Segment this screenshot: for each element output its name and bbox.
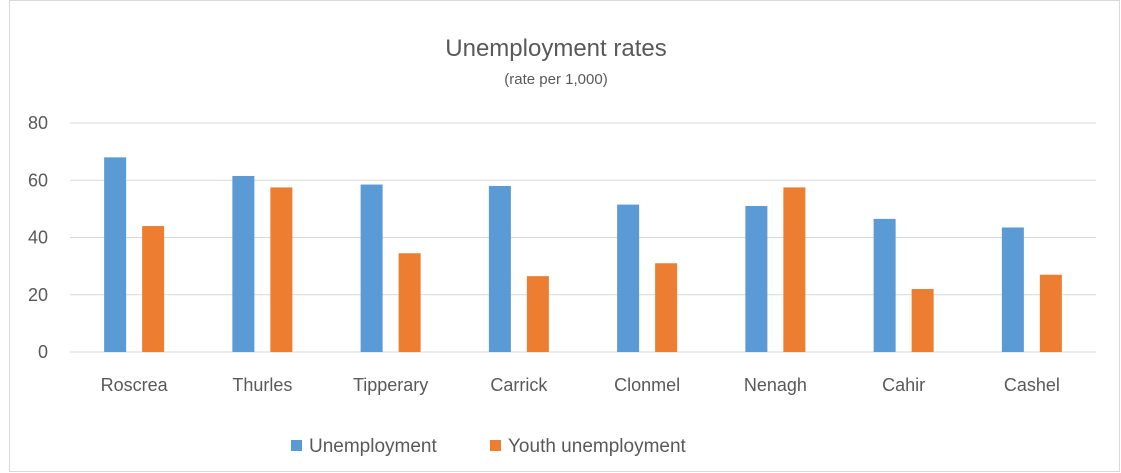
chart-subtitle: (rate per 1,000) bbox=[504, 71, 607, 88]
y-tick-label: 0 bbox=[38, 342, 48, 362]
chart-frame bbox=[9, 0, 1120, 472]
bar-unemployment bbox=[1001, 227, 1024, 352]
bar-unemployment bbox=[104, 157, 127, 352]
x-tick-label: Cashel bbox=[1004, 375, 1060, 395]
legend-label: Youth unemployment bbox=[508, 436, 687, 457]
x-tick-label: Roscrea bbox=[101, 375, 169, 395]
y-axis-ticks: 0 20 40 60 80 bbox=[28, 113, 48, 362]
bar-youth-unemployment bbox=[142, 226, 165, 352]
bar-youth-unemployment bbox=[270, 187, 293, 352]
bar-unemployment bbox=[745, 206, 768, 352]
legend-label: Unemployment bbox=[309, 436, 437, 457]
chart-title: Unemployment rates bbox=[445, 35, 666, 62]
legend-swatch bbox=[291, 440, 302, 451]
x-tick-label: Tipperary bbox=[353, 375, 428, 395]
x-tick-label: Carrick bbox=[490, 375, 548, 395]
bar-youth-unemployment bbox=[398, 253, 421, 352]
bar-unemployment bbox=[617, 204, 640, 352]
bar-unemployment bbox=[873, 218, 896, 352]
y-tick-label: 60 bbox=[28, 170, 48, 190]
y-tick-label: 80 bbox=[28, 113, 48, 133]
bar-unemployment bbox=[232, 175, 255, 352]
bars bbox=[104, 157, 1062, 352]
bar-unemployment bbox=[360, 184, 383, 352]
x-tick-label: Nenagh bbox=[744, 375, 807, 395]
bar-youth-unemployment bbox=[783, 187, 806, 352]
bar-youth-unemployment bbox=[526, 276, 549, 352]
bar-unemployment bbox=[488, 185, 511, 352]
x-tick-label: Cahir bbox=[882, 375, 925, 395]
bar-youth-unemployment bbox=[655, 263, 678, 352]
x-tick-label: Clonmel bbox=[614, 375, 680, 395]
y-tick-label: 20 bbox=[28, 285, 48, 305]
bar-youth-unemployment bbox=[1039, 274, 1062, 352]
x-tick-label: Thurles bbox=[232, 375, 292, 395]
legend-swatch bbox=[490, 440, 501, 451]
x-axis-ticks: Roscrea Thurles Tipperary Carrick Clonmel Nen… bbox=[101, 375, 1060, 395]
bar-youth-unemployment bbox=[911, 289, 934, 352]
gridlines bbox=[70, 122, 1096, 353]
legend: Unemployment Youth unemployment bbox=[291, 436, 687, 457]
y-tick-label: 40 bbox=[28, 228, 48, 248]
